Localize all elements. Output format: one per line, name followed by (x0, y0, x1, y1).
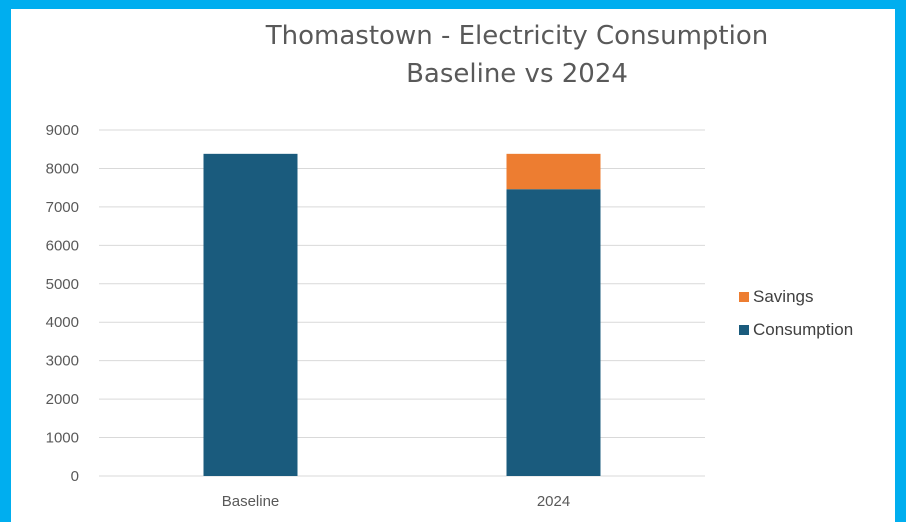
legend-label-savings: Savings (753, 287, 814, 306)
x-tick-label: 2024 (537, 493, 570, 510)
bar-consumption-baseline (203, 153, 298, 476)
y-tick-label: 2000 (46, 391, 79, 408)
y-tick-label: 4000 (46, 314, 79, 331)
bar-consumption-2024 (506, 189, 601, 476)
chart-subtitle: Baseline vs 2024 (406, 59, 628, 89)
legend-item-consumption: Consumption (739, 320, 853, 340)
y-tick-label: 7000 (46, 199, 79, 216)
legend-label-consumption: Consumption (753, 320, 854, 339)
chart-title-block: Thomastown - Electricity Consumption Bas… (11, 17, 895, 93)
chart-title: Thomastown - Electricity Consumption (265, 21, 769, 51)
legend: Savings Consumption (739, 287, 853, 353)
y-tick-label: 0 (71, 468, 79, 485)
x-tick-label: Baseline (222, 493, 280, 510)
chart-frame: Thomastown - Electricity Consumption Bas… (11, 9, 895, 522)
y-tick-label: 3000 (46, 353, 79, 370)
bar-chart: 0 1000 2000 3000 4000 5000 6000 7000 8000 9000 Bas… (46, 122, 705, 510)
y-tick-label: 6000 (46, 237, 79, 254)
y-tick-label: 5000 (46, 276, 79, 293)
y-tick-label: 1000 (46, 430, 79, 447)
legend-swatch-consumption (739, 325, 749, 335)
y-tick-label: 9000 (46, 122, 79, 139)
y-tick-label: 8000 (46, 160, 79, 177)
legend-item-savings: Savings (739, 287, 853, 307)
legend-swatch-savings (739, 292, 749, 302)
bar-savings-2024 (506, 153, 601, 190)
